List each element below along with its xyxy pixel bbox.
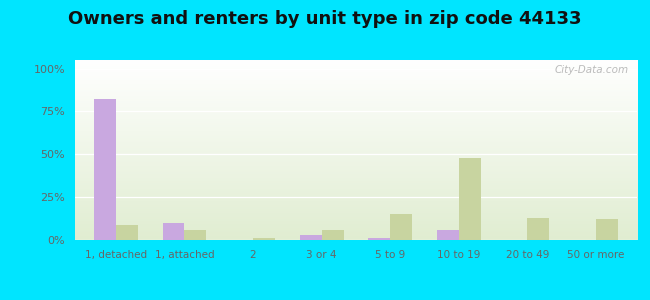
Bar <box>300 235 322 240</box>
Bar <box>162 223 185 240</box>
Bar <box>94 99 116 240</box>
Bar <box>116 225 138 240</box>
Bar <box>368 238 390 240</box>
Text: Owners and renters by unit type in zip code 44133: Owners and renters by unit type in zip c… <box>68 11 582 28</box>
Bar <box>527 218 549 240</box>
Bar <box>253 238 275 240</box>
Bar <box>390 214 412 240</box>
Bar <box>437 230 459 240</box>
Bar <box>185 230 207 240</box>
Bar <box>596 219 618 240</box>
Bar <box>322 230 344 240</box>
Text: City-Data.com: City-Data.com <box>554 65 629 75</box>
Bar <box>459 158 480 240</box>
